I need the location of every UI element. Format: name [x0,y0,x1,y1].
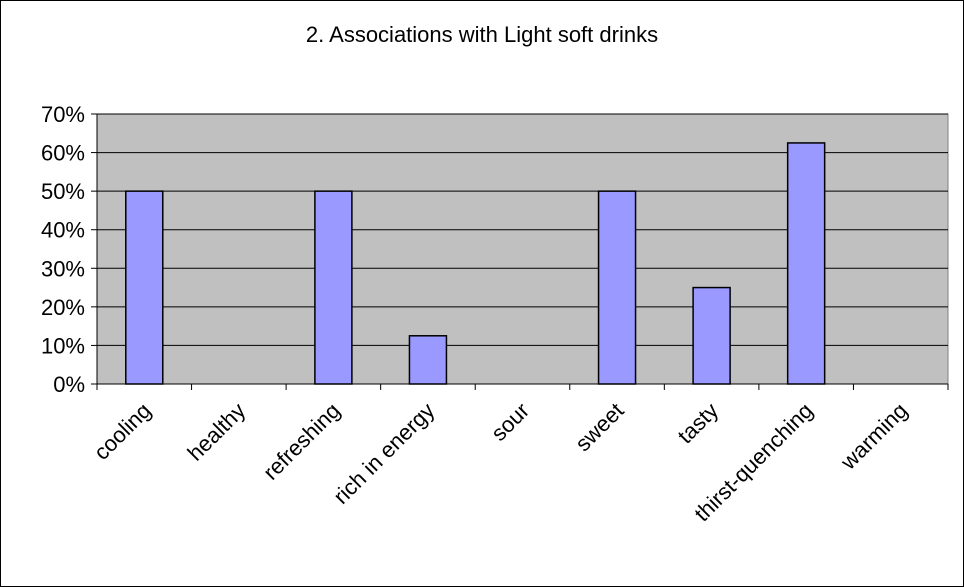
x-tick-label: cooling [89,398,156,465]
x-tick-label: warming [835,398,912,475]
bar-refreshing [314,190,353,385]
x-tick-label: sour [486,398,534,446]
y-tick-label: 40% [41,218,85,243]
y-tick-label: 20% [41,295,85,320]
bar-cooling [125,190,164,385]
bar-sweet [597,190,637,385]
y-tick-label: 0% [53,372,85,397]
y-tick-label: 50% [41,179,85,204]
x-tick-label: refreshing [258,398,345,485]
y-tick-label: 10% [41,333,85,358]
x-tick-label: healthy [183,398,251,466]
chart-title: 2. Associations with Light soft drinks [305,22,659,47]
x-tick-label: rich in energy [328,398,439,509]
x-tick-label: sweet [570,398,628,456]
bar-tasty [692,286,731,385]
x-tick-label: tasty [673,398,724,449]
bar-rich-in-energy [408,335,448,385]
y-tick-label: 70% [41,102,85,127]
bar-thirst-quenching [786,142,826,385]
y-tick-label: 30% [41,256,85,281]
y-tick-label: 60% [41,141,85,166]
